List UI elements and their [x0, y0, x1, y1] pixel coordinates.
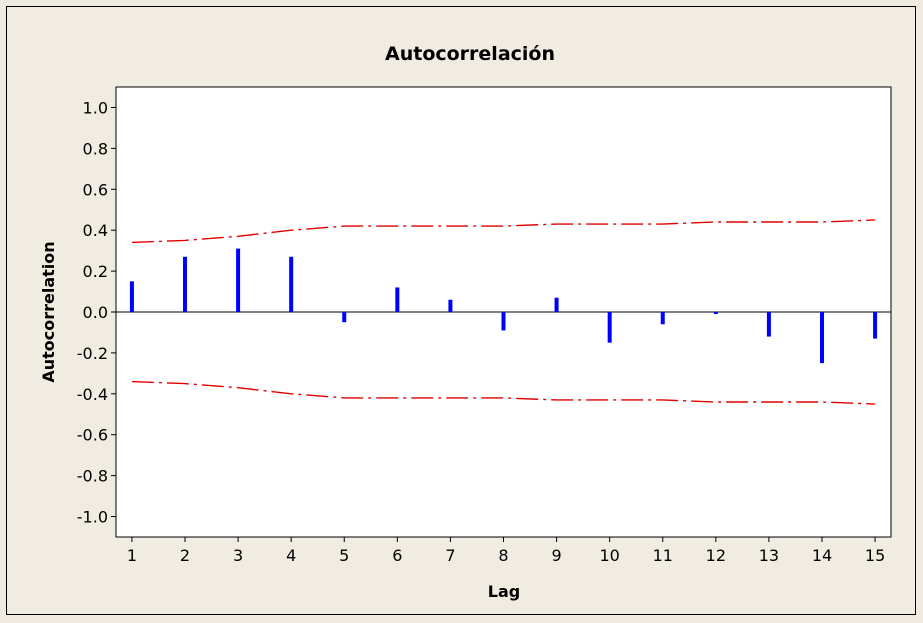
- x-tick-label: 9: [551, 546, 561, 565]
- x-tick-label: 13: [759, 546, 779, 565]
- acf-bars: [129, 248, 878, 364]
- x-tick-label: 3: [233, 546, 243, 565]
- acf-bar: [819, 312, 824, 364]
- chart-title: Autocorrelación: [385, 43, 555, 65]
- x-tick-label: 7: [445, 546, 455, 565]
- confidence-limits: [131, 219, 876, 405]
- upper-confidence-limit: [131, 219, 876, 244]
- acf-bar: [501, 312, 506, 331]
- x-tick-label: 10: [599, 546, 619, 565]
- y-tick-label: 1.0: [83, 98, 108, 117]
- y-tick-label: 0.4: [83, 221, 108, 240]
- y-tick-label: 0.0: [83, 303, 108, 322]
- x-tick-label: 4: [286, 546, 296, 565]
- y-tick-label: -0.4: [77, 385, 108, 404]
- acf-bar: [554, 297, 559, 312]
- x-tick-label: 1: [127, 546, 137, 565]
- acf-bar: [236, 248, 241, 312]
- y-tick-label: -0.2: [77, 344, 108, 363]
- y-tick-label: -0.8: [77, 467, 108, 486]
- x-tick-label: 15: [865, 546, 885, 565]
- acf-bar: [395, 287, 400, 312]
- lower-confidence-limit: [131, 380, 876, 405]
- acf-bar: [129, 281, 134, 312]
- acf-bar: [713, 312, 718, 315]
- x-tick-label: 11: [653, 546, 673, 565]
- y-axis-title: Autocorrelation: [39, 241, 58, 382]
- x-tick-label: 6: [392, 546, 402, 565]
- x-axis-title: Lag: [488, 582, 520, 601]
- x-axis: 1 2 3 4 5 6 7 8 9 10 11 12 13 14 15: [127, 537, 885, 565]
- y-tick-label: 0.2: [83, 262, 108, 281]
- acf-bar: [289, 256, 294, 312]
- x-tick-label: 8: [498, 546, 508, 565]
- acf-bar: [448, 299, 453, 312]
- acf-bar: [873, 312, 878, 339]
- y-tick-label: -0.6: [77, 426, 108, 445]
- acf-bar: [607, 312, 612, 343]
- y-tick-label: 0.6: [83, 180, 108, 199]
- y-tick-label: 0.8: [83, 139, 108, 158]
- y-tick-label: -1.0: [77, 508, 108, 527]
- x-tick-label: 5: [339, 546, 349, 565]
- x-tick-label: 2: [180, 546, 190, 565]
- x-tick-label: 14: [812, 546, 832, 565]
- acf-bar: [183, 256, 188, 312]
- acf-bar: [766, 312, 771, 337]
- acf-bar: [342, 312, 347, 323]
- x-tick-label: 12: [706, 546, 726, 565]
- y-axis: 1.0 0.8 0.6 0.4 0.2 0.0 -0.2 -0.4 -0.6 -0.8 -1.0: [77, 98, 116, 527]
- acf-bar: [660, 312, 665, 325]
